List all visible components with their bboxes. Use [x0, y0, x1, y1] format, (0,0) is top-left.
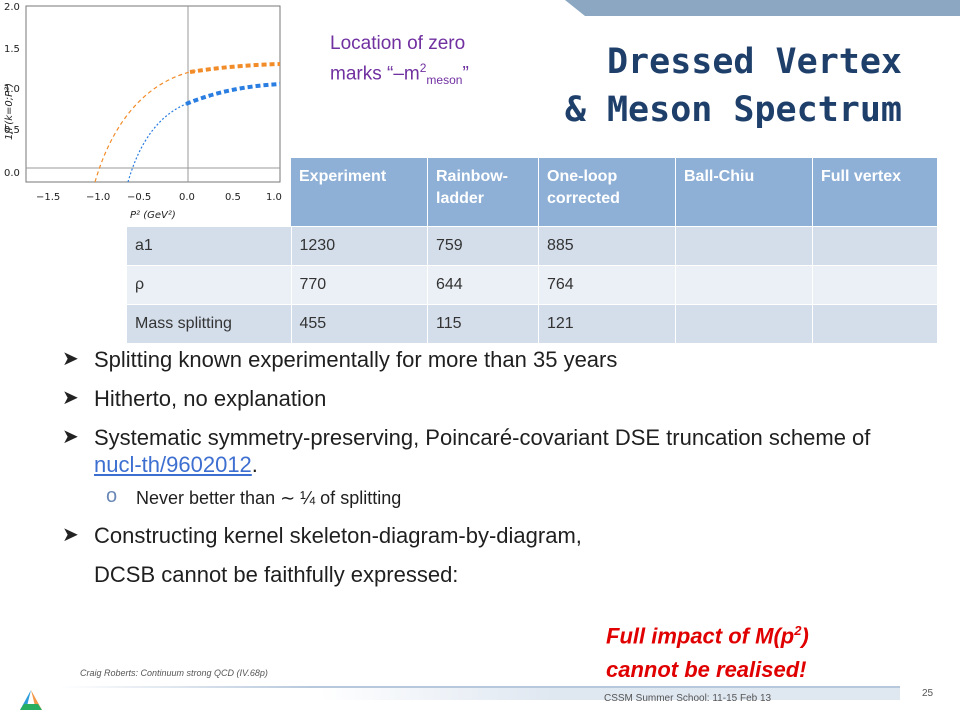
table-cell: [675, 265, 813, 305]
y-tick: 0.5: [4, 125, 20, 136]
bullet-item: ➤ Hitherto, no explanation: [62, 386, 327, 411]
y-tick: 1.5: [4, 44, 20, 55]
bullet-list: ➤ Splitting known experimentally for more…: [62, 346, 922, 588]
table-cell: 115: [427, 304, 539, 343]
table-cell: 764: [538, 265, 676, 305]
sub-bullet-item: o Never better than ∼ ¼ of splitting: [106, 485, 402, 508]
footer-divider: [60, 686, 900, 688]
table-cell: [675, 304, 813, 343]
table-cell: [812, 226, 938, 266]
circle-bullet-icon: o: [106, 485, 118, 507]
arrow-bullet-icon: ➤: [62, 426, 79, 448]
bullet-item: ➤ Splitting known experimentally for more…: [62, 347, 618, 372]
table-header: Ball-Chiu: [675, 158, 813, 227]
table-cell: a1: [127, 226, 292, 266]
footer-credit: Craig Roberts: Continuum strong QCD (IV.…: [80, 668, 268, 678]
blue-dotted-curve: [127, 103, 187, 183]
title-line-1: Dressed Vertex: [606, 42, 902, 82]
table-cell: 885: [538, 226, 676, 266]
x-axis-label: P² (GeV²): [130, 210, 176, 221]
meson-mass-table: Experiment Rainbow-ladder One-loop corre…: [127, 158, 938, 343]
table-header-blank: [127, 158, 291, 227]
table-header: Full vertex: [812, 158, 938, 227]
slide-title: Dressed Vertex & Meson Spectrum: [565, 38, 902, 134]
argonne-logo-icon: [20, 690, 42, 710]
table-header-row: Experiment Rainbow-ladder One-loop corre…: [127, 158, 938, 227]
table-cell: 455: [291, 304, 428, 343]
arrow-bullet-icon: ➤: [62, 524, 79, 546]
page-number: 25: [922, 688, 934, 699]
table-cell: Mass splitting: [127, 304, 292, 343]
table-header: Experiment: [291, 158, 428, 227]
y-tick: 2.0: [4, 2, 20, 13]
table-cell: [812, 304, 938, 343]
table-header: Rainbow-ladder: [427, 158, 539, 227]
table-row: Mass splitting 455 115 121: [127, 304, 938, 343]
vertex-plot: 2.0 1.5 1.0 0.5 0.0 −1.5 −1.0 −0.5 0.0 0…: [4, 2, 282, 221]
table-cell: [675, 226, 813, 266]
y-tick: 1.0: [4, 84, 20, 95]
table-cell: [812, 265, 938, 305]
x-tick: −1.0: [86, 192, 110, 203]
footer-band: [320, 688, 900, 700]
bullet-item: ➤ Systematic symmetry-preserving, Poincar…: [62, 425, 871, 477]
arrow-bullet-icon: ➤: [62, 387, 79, 409]
y-axis-label: 1/Γ(k=0;P²): [4, 83, 15, 140]
table-cell: 121: [538, 304, 676, 343]
bullet-item: ➤ Constructing kernel skeleton-diagram-by…: [62, 523, 582, 548]
x-tick: −0.5: [127, 192, 151, 203]
x-tick: 1.0: [266, 192, 282, 203]
x-tick: 0.5: [225, 192, 241, 203]
reference-link[interactable]: nucl-th/9602012: [94, 452, 252, 477]
table-row: ρ 770 644 764: [127, 265, 938, 305]
table-cell: 770: [291, 265, 428, 305]
blue-solid-curve: [185, 82, 281, 106]
table-cell: ρ: [127, 265, 292, 305]
orange-solid-curve: [189, 62, 281, 74]
impact-line-1: Full impact of M(p2): [606, 623, 809, 649]
x-tick: −1.5: [36, 192, 60, 203]
top-accent-bar: [565, 0, 960, 16]
table-cell: 759: [427, 226, 539, 266]
table-cell: 1230: [291, 226, 428, 266]
title-line-2: & Meson Spectrum: [564, 90, 902, 130]
impact-callout: Full impact of M(p2) cannot be realised!: [606, 614, 809, 687]
impact-line-2: cannot be realised!: [606, 657, 807, 683]
footer-school: CSSM Summer School: 11-15 Feb 13: [604, 693, 772, 704]
table-cell: 644: [427, 265, 539, 305]
note-line-1: Location of zero: [330, 33, 466, 54]
table-header: One-loop corrected: [538, 158, 676, 227]
table-row: a1 1230 759 885: [127, 226, 938, 266]
arrow-bullet-icon: ➤: [62, 348, 79, 370]
note-line-2: marks “–m2meson”: [330, 61, 469, 88]
zero-location-note: Location of zero marks “–m2meson”: [330, 31, 469, 93]
bullet-continuation: DCSB cannot be faithfully expressed:: [94, 562, 459, 587]
y-tick: 0.0: [4, 168, 20, 179]
x-tick: 0.0: [179, 192, 195, 203]
